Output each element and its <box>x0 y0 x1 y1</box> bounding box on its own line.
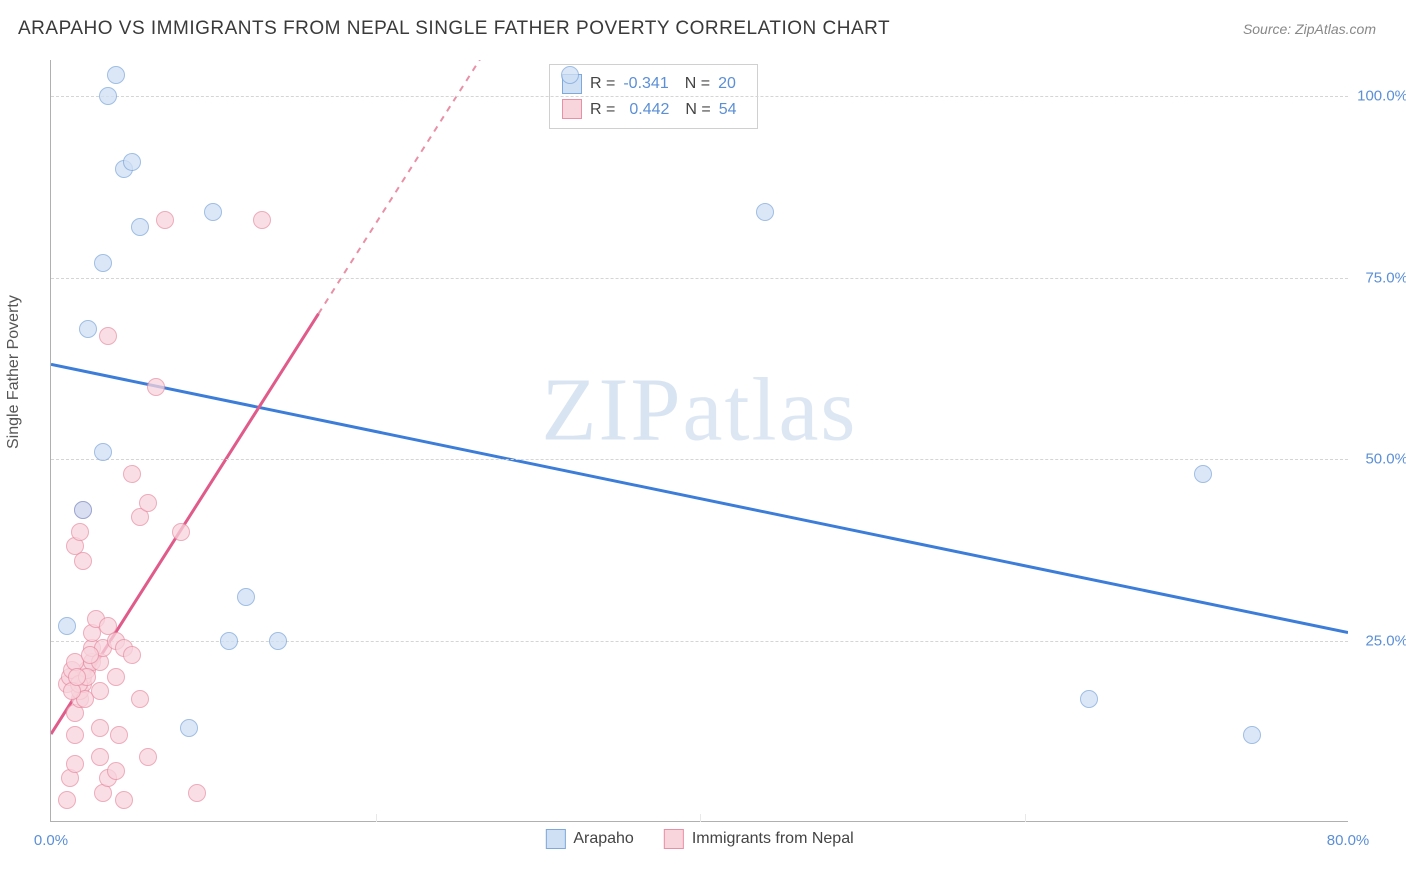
source-label: Source: ZipAtlas.com <box>1243 21 1376 37</box>
gridline-v <box>376 814 377 822</box>
marker-nepal <box>81 646 99 664</box>
legend-row-nepal: R = 0.442 N = 54 <box>562 97 745 123</box>
marker-arapaho <box>107 66 125 84</box>
marker-arapaho <box>204 203 222 221</box>
marker-nepal <box>68 668 86 686</box>
x-tick-end: 80.0% <box>1327 832 1370 849</box>
swatch-arapaho <box>545 829 565 849</box>
marker-arapaho <box>74 501 92 519</box>
legend-label-nepal: Immigrants from Nepal <box>692 830 854 848</box>
legend-label-arapaho: Arapaho <box>573 830 634 848</box>
marker-arapaho <box>561 66 579 84</box>
gridline-h <box>51 641 1348 642</box>
swatch-nepal <box>562 99 582 119</box>
watermark: ZIPatlas <box>542 359 858 462</box>
x-tick-start: 0.0% <box>34 832 68 849</box>
y-tick-label: 100.0% <box>1353 88 1406 105</box>
marker-nepal <box>91 719 109 737</box>
n-value-nepal: 54 <box>719 97 737 123</box>
marker-nepal <box>156 211 174 229</box>
marker-arapaho <box>220 632 238 650</box>
marker-arapaho <box>1080 690 1098 708</box>
marker-nepal <box>123 646 141 664</box>
marker-nepal <box>66 755 84 773</box>
r-value-nepal: 0.442 <box>629 97 669 123</box>
marker-nepal <box>115 791 133 809</box>
gridline-h <box>51 278 1348 279</box>
marker-nepal <box>107 762 125 780</box>
marker-arapaho <box>123 153 141 171</box>
r-label: R = <box>590 71 615 97</box>
marker-nepal <box>66 726 84 744</box>
n-label: N = <box>685 71 710 97</box>
marker-arapaho <box>180 719 198 737</box>
legend-item-arapaho: Arapaho <box>545 829 634 849</box>
marker-nepal <box>107 668 125 686</box>
marker-arapaho <box>1194 465 1212 483</box>
y-tick-label: 75.0% <box>1353 269 1406 286</box>
legend-row-arapaho: R = -0.341 N = 20 <box>562 71 745 97</box>
legend-item-nepal: Immigrants from Nepal <box>664 829 854 849</box>
y-tick-label: 25.0% <box>1353 632 1406 649</box>
marker-nepal <box>253 211 271 229</box>
gridline-v <box>700 814 701 822</box>
marker-arapaho <box>94 443 112 461</box>
chart-title: ARAPAHO VS IMMIGRANTS FROM NEPAL SINGLE … <box>18 18 890 40</box>
marker-nepal <box>188 784 206 802</box>
gridline-v <box>1025 814 1026 822</box>
swatch-nepal <box>664 829 684 849</box>
n-label: N = <box>685 97 710 123</box>
gridline-h <box>51 459 1348 460</box>
y-axis-label: Single Father Poverty <box>5 295 23 449</box>
marker-nepal <box>71 523 89 541</box>
watermark-prefix: ZIP <box>542 361 683 460</box>
legend-series: Arapaho Immigrants from Nepal <box>545 829 853 849</box>
marker-arapaho <box>58 617 76 635</box>
marker-nepal <box>58 791 76 809</box>
marker-nepal <box>139 494 157 512</box>
marker-nepal <box>91 748 109 766</box>
marker-nepal <box>123 465 141 483</box>
marker-nepal <box>74 552 92 570</box>
marker-arapaho <box>269 632 287 650</box>
marker-nepal <box>99 327 117 345</box>
watermark-suffix: atlas <box>683 361 858 460</box>
marker-nepal <box>110 726 128 744</box>
trend-lines-svg <box>51 60 1348 821</box>
marker-nepal <box>131 690 149 708</box>
trend-nepal-dash <box>319 60 489 314</box>
marker-arapaho <box>131 218 149 236</box>
gridline-h <box>51 96 1348 97</box>
marker-nepal <box>139 748 157 766</box>
marker-arapaho <box>99 87 117 105</box>
plot-area: ZIPatlas R = -0.341 N = 20 R = 0.442 N =… <box>50 60 1348 822</box>
marker-arapaho <box>94 254 112 272</box>
marker-nepal <box>172 523 190 541</box>
marker-arapaho <box>237 588 255 606</box>
marker-arapaho <box>79 320 97 338</box>
r-value-arapaho: -0.341 <box>623 71 668 97</box>
marker-arapaho <box>756 203 774 221</box>
n-value-arapaho: 20 <box>718 71 736 97</box>
marker-nepal <box>147 378 165 396</box>
y-tick-label: 50.0% <box>1353 451 1406 468</box>
marker-arapaho <box>1243 726 1261 744</box>
r-label: R = <box>590 97 615 123</box>
